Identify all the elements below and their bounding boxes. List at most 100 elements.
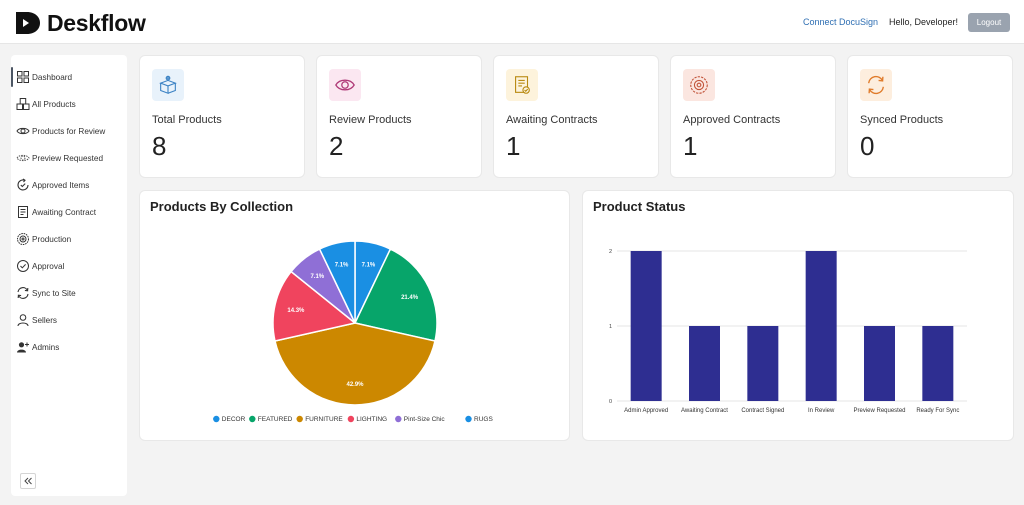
stat-title: Synced Products [860, 114, 944, 126]
eye-icon [329, 69, 361, 101]
sidebar-item-admins[interactable]: Admins [11, 337, 127, 357]
eye-icon [16, 124, 30, 138]
sidebar-item-all-products[interactable]: All Products [11, 94, 127, 114]
collection-chart-panel: Products By Collection 7.1% 21.4% 42.9% 14.… [139, 190, 570, 441]
legend-swatch [465, 415, 472, 423]
legend-item[interactable]: FURNITURE [305, 416, 343, 423]
pie-slice-label: 7.1% [362, 262, 376, 268]
sidebar-item-preview-requested[interactable]: Preview Requested [11, 148, 127, 168]
deskflow-logo-icon [16, 12, 40, 34]
status-chart-title: Product Status [593, 199, 686, 214]
users-icon [16, 340, 30, 354]
bar-preview-requested[interactable] [864, 326, 895, 401]
settings-icon [16, 232, 30, 246]
stat-value: 8 [152, 131, 167, 161]
stat-value: 2 [329, 131, 344, 161]
x-tick-label: Admin Approved [624, 408, 668, 414]
refresh-check-icon [16, 178, 30, 192]
bar-awaiting-contract[interactable] [689, 326, 720, 401]
x-tick-label: Contract Signed [741, 408, 784, 414]
sidebar-item-label: Preview Requested [32, 153, 103, 163]
legend-swatch [347, 415, 355, 423]
status-chart-panel: Product Status 0 1 2 Admin Approved Awaiting… [582, 190, 1014, 441]
sidebar: Dashboard All Products Products for Revi… [11, 55, 127, 496]
sidebar-item-label: Approved Items [32, 180, 90, 190]
legend-item[interactable]: FEATURED [258, 416, 293, 423]
pie-slice-lighting[interactable] [272, 270, 357, 342]
grid-icon [16, 70, 30, 84]
brand-name: Deskflow [47, 10, 146, 36]
sidebar-item-sellers[interactable]: Sellers [11, 310, 127, 330]
stat-value: 1 [506, 131, 521, 161]
pie-slice-label: 7.1% [335, 262, 349, 268]
stat-card-awaiting-contracts[interactable]: Awaiting Contracts 1 [493, 55, 659, 178]
stat-value: 1 [683, 131, 698, 161]
sidebar-item-sync-to-site[interactable]: Sync to Site [11, 283, 127, 303]
stat-title: Total Products [152, 114, 222, 126]
x-tick-label: Ready For Sync [916, 408, 959, 414]
legend-item[interactable]: LIGHTING [356, 416, 387, 423]
legend-swatch [395, 415, 402, 423]
sidebar-item-label: Production [32, 234, 72, 244]
pie-slice-featured[interactable] [353, 248, 438, 342]
check-circle-icon [16, 259, 30, 273]
pie-slice-rugs[interactable] [318, 240, 356, 324]
sidebar-item-label: Products for Review [32, 126, 106, 136]
bar-contract-signed[interactable] [747, 326, 779, 401]
logout-button[interactable]: Logout [968, 13, 1010, 32]
user-greeting: Hello, Developer! [889, 17, 959, 27]
document-icon [16, 205, 30, 219]
pie-slice-label: 7.1% [310, 274, 324, 280]
sidebar-item-products-for-review[interactable]: Products for Review [11, 121, 127, 141]
sidebar-item-dashboard[interactable]: Dashboard [11, 67, 127, 87]
legend-swatch [296, 415, 303, 423]
pie-slice-label: 42.9% [346, 382, 364, 388]
boxes-icon [16, 97, 30, 111]
stat-card-synced-products[interactable]: Synced Products 0 [847, 55, 1013, 178]
sidebar-item-label: Sync to Site [32, 288, 76, 298]
bar-in-review[interactable] [805, 251, 837, 401]
x-tick-label: Awaiting Contract [681, 408, 728, 414]
stat-title: Approved Contracts [683, 114, 781, 126]
sidebar-item-approval[interactable]: Approval [11, 256, 127, 276]
stat-card-approved-contracts[interactable]: Approved Contracts 1 [670, 55, 836, 178]
sync-icon [16, 286, 30, 300]
legend-item[interactable]: DECOR [222, 416, 246, 423]
sidebar-item-label: Approval [32, 261, 65, 271]
gear-icon [683, 69, 715, 101]
pie-slice-label: 14.3% [287, 308, 305, 314]
sync-icon [860, 69, 892, 101]
collapse-sidebar-button[interactable] [20, 473, 36, 489]
sidebar-item-approved-items[interactable]: Approved Items [11, 175, 127, 195]
y-tick-label: 0 [609, 399, 612, 405]
stat-title: Review Products [329, 114, 412, 126]
brand-logo[interactable]: Deskflow [14, 9, 146, 37]
sidebar-item-label: All Products [32, 99, 76, 109]
sidebar-item-production[interactable]: Production [11, 229, 127, 249]
legend-item[interactable]: RUGS [474, 416, 493, 423]
sidebar-item-label: Awaiting Contract [32, 207, 97, 217]
stat-card-review-products[interactable]: Review Products 2 [316, 55, 482, 178]
pie-slice-furniture[interactable] [274, 322, 436, 406]
x-tick-label: Preview Requested [853, 408, 905, 414]
legend-swatch [249, 415, 256, 423]
sidebar-item-label: Sellers [32, 315, 58, 325]
double-chevron-left-icon [24, 477, 32, 485]
collection-chart-title: Products By Collection [150, 199, 294, 214]
stat-title: Awaiting Contracts [506, 114, 598, 126]
bar-admin-approved[interactable] [630, 251, 662, 401]
box-icon [152, 69, 184, 101]
sidebar-item-label: Dashboard [32, 72, 73, 82]
legend-item[interactable]: Pint-Size Chic [404, 416, 446, 423]
sidebar-item-label: Admins [32, 342, 60, 352]
y-tick-label: 1 [609, 324, 612, 330]
top-header: Deskflow Connect DocuSign Hello, Develop… [0, 0, 1024, 44]
connect-docusign-link[interactable]: Connect DocuSign [803, 17, 879, 27]
stat-card-total-products[interactable]: Total Products 8 [139, 55, 305, 178]
bar-ready-for-sync[interactable] [922, 326, 954, 401]
x-tick-label: In Review [808, 408, 835, 414]
sidebar-item-awaiting-contract[interactable]: Awaiting Contract [11, 202, 127, 222]
stat-value: 0 [860, 131, 875, 161]
eye-dashed-icon [16, 151, 30, 165]
collection-pie-chart: 7.1% 21.4% 42.9% 14.3% 7.1% 7.1% DECOR FEATURED… [213, 240, 493, 423]
